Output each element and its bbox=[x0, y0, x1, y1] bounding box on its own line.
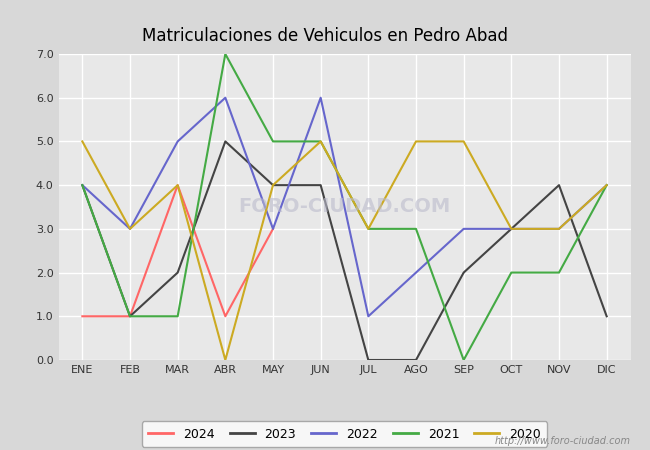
Text: FORO-CIUDAD.COM: FORO-CIUDAD.COM bbox=[239, 198, 450, 216]
Legend: 2024, 2023, 2022, 2021, 2020: 2024, 2023, 2022, 2021, 2020 bbox=[142, 421, 547, 447]
Text: http://www.foro-ciudad.com: http://www.foro-ciudad.com bbox=[495, 436, 630, 446]
Text: Matriculaciones de Vehiculos en Pedro Abad: Matriculaciones de Vehiculos en Pedro Ab… bbox=[142, 27, 508, 45]
